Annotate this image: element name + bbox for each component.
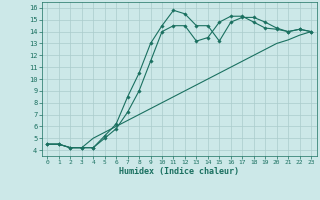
X-axis label: Humidex (Indice chaleur): Humidex (Indice chaleur) — [119, 167, 239, 176]
